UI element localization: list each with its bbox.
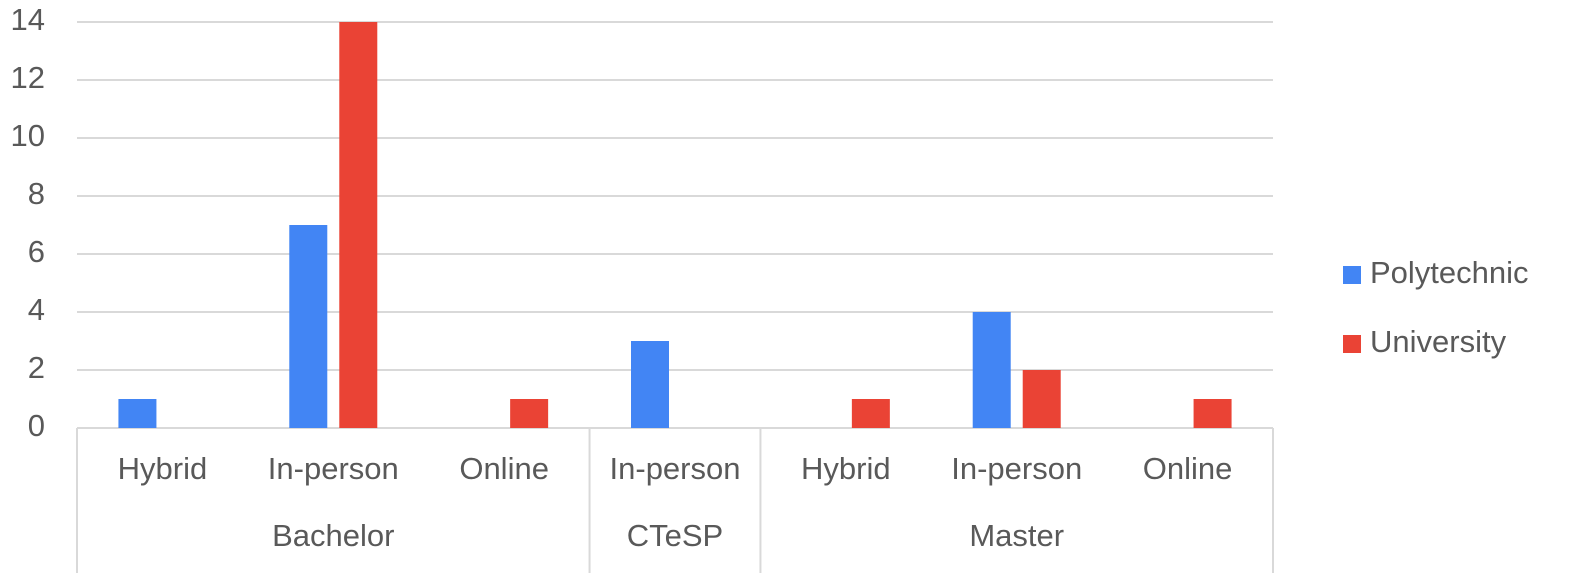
- legend-label: University: [1370, 324, 1507, 359]
- x-tick-label: In-person: [268, 451, 399, 486]
- x-tick-label: In-person: [610, 451, 741, 486]
- y-tick-label: 4: [28, 292, 45, 327]
- group-label: CTeSP: [627, 518, 723, 553]
- bar: [510, 399, 549, 428]
- x-tick-label: In-person: [951, 451, 1082, 486]
- bar: [1022, 370, 1061, 428]
- bar: [972, 312, 1011, 428]
- bar: [631, 341, 669, 428]
- legend-label: Polytechnic: [1370, 255, 1529, 290]
- group-label: Bachelor: [272, 518, 394, 553]
- bar: [1193, 399, 1232, 428]
- x-tick-label: Online: [1143, 451, 1233, 486]
- bar: [851, 399, 890, 428]
- y-tick-label: 12: [11, 60, 45, 95]
- legend-swatch: [1343, 266, 1361, 284]
- x-tick-label: Online: [459, 451, 549, 486]
- bar: [339, 22, 378, 428]
- y-tick-label: 10: [11, 118, 45, 153]
- y-tick-label: 0: [28, 408, 45, 443]
- y-tick-label: 6: [28, 234, 45, 269]
- bar: [289, 225, 328, 428]
- group-label: Master: [969, 518, 1064, 553]
- bar: [118, 399, 157, 428]
- legend-swatch: [1343, 335, 1361, 353]
- x-tick-label: Hybrid: [801, 451, 891, 486]
- x-tick-label: Hybrid: [118, 451, 208, 486]
- y-tick-label: 2: [28, 350, 45, 385]
- y-tick-label: 14: [11, 2, 45, 37]
- y-tick-label: 8: [28, 176, 45, 211]
